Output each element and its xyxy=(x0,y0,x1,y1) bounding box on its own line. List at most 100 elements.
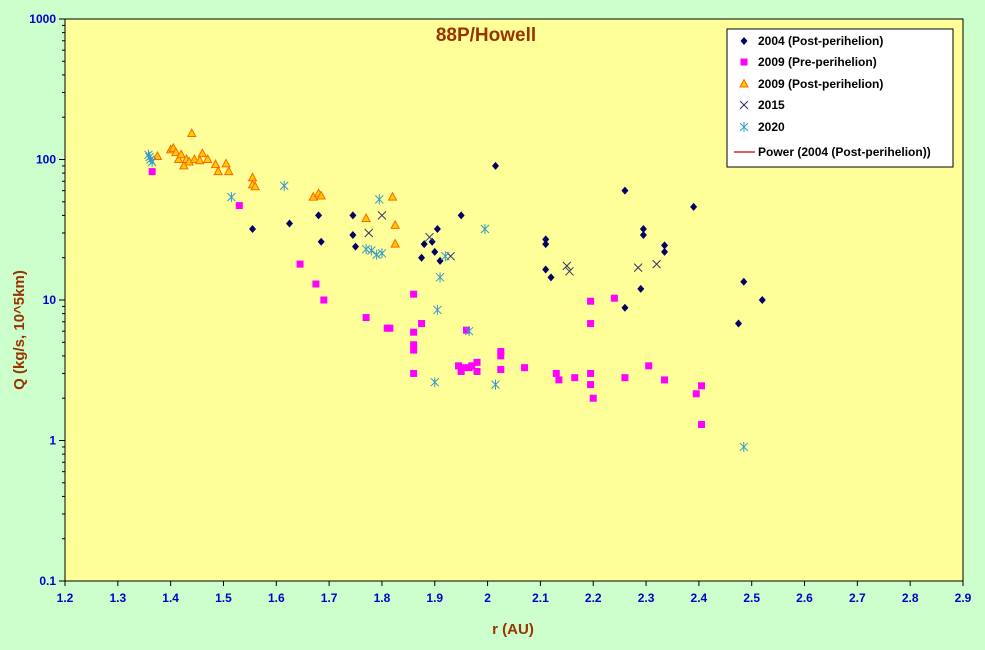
data-point-diamond xyxy=(621,303,629,312)
legend-marker-triangle xyxy=(739,78,749,88)
data-point-asterisk xyxy=(367,245,376,256)
data-point-asterisk xyxy=(372,249,382,260)
x-tick-label: 2 xyxy=(484,591,491,605)
data-point-square xyxy=(312,280,320,288)
legend-label: 2009 (Post-perihelion) xyxy=(758,77,883,91)
data-point-square xyxy=(621,374,629,382)
x-tick-label: 2.5 xyxy=(743,591,760,605)
data-point-triangle xyxy=(387,191,398,201)
data-point-square xyxy=(698,420,706,428)
data-point-asterisk xyxy=(464,326,474,337)
x-tick-label: 1.3 xyxy=(109,591,126,605)
x-axis-label: r (AU) xyxy=(492,621,534,638)
data-point-square xyxy=(410,346,418,354)
legend-item-2009-pre: 2009 (Pre-perihelion) xyxy=(740,55,877,69)
data-point-diamond xyxy=(317,237,325,246)
data-point-square xyxy=(457,367,465,375)
data-point-asterisk xyxy=(147,156,157,167)
data-point-diamond xyxy=(735,319,742,328)
x-tick-label: 1.6 xyxy=(268,591,285,605)
data-point-square xyxy=(497,347,505,355)
data-point-diamond xyxy=(349,211,357,220)
data-point-diamond xyxy=(249,225,257,234)
data-point-asterisk xyxy=(491,379,500,390)
legend-item-2009-post: 2009 (Post-perihelion) xyxy=(739,77,883,91)
data-point-triangle xyxy=(202,153,213,163)
legend-item-power-trendline: Power (2004 (Post-perihelion)) xyxy=(734,145,931,159)
x-tick-label: 2.2 xyxy=(585,591,602,605)
data-point-square xyxy=(148,168,156,176)
data-point-square xyxy=(692,390,700,398)
legend-marker-x xyxy=(739,100,749,110)
x-tick-label: 2.9 xyxy=(955,591,972,605)
legend-label: 2009 (Pre-perihelion) xyxy=(758,55,877,69)
data-point-square xyxy=(410,341,418,349)
data-point-square xyxy=(698,382,706,390)
data-point-square xyxy=(386,324,394,332)
data-point-triangle xyxy=(210,159,221,169)
data-point-diamond xyxy=(690,202,698,211)
data-point-diamond xyxy=(315,211,323,220)
legend-marker-square xyxy=(740,58,748,66)
data-point-asterisk xyxy=(227,192,236,203)
data-point-diamond xyxy=(661,241,669,250)
data-point-x xyxy=(562,261,572,271)
data-point-square xyxy=(610,294,618,302)
legend-marker-asterisk xyxy=(739,122,749,132)
data-point-square xyxy=(462,326,470,334)
x-tick-label: 2.3 xyxy=(638,591,655,605)
y-tick-label: 100 xyxy=(36,153,56,167)
y-axis: 0.1 1 10 100 1000 xyxy=(29,12,65,588)
data-point-diamond xyxy=(547,273,555,282)
data-point-triangle xyxy=(361,212,371,223)
y-tick-label: 1000 xyxy=(29,12,56,26)
x-tick-label: 2.6 xyxy=(796,591,813,605)
data-point-asterisk xyxy=(433,304,442,315)
data-point-square xyxy=(645,362,653,370)
data-point-square xyxy=(473,367,481,375)
data-point-square xyxy=(587,320,595,328)
data-point-x xyxy=(364,228,374,238)
data-point-square xyxy=(296,260,304,268)
x-axis: 1.2 1.3 1.4 1.5 1.6 1.7 1.8 1.9 2 2.1 2.2 2.3 2.4 2.5… xyxy=(57,581,972,605)
data-point-triangle xyxy=(197,148,208,158)
data-point-diamond xyxy=(349,231,357,240)
data-point-square xyxy=(410,290,418,298)
data-point-triangle xyxy=(186,127,197,138)
data-point-square xyxy=(587,381,595,389)
data-point-triangle xyxy=(390,238,400,248)
legend-marker-triangle xyxy=(739,78,749,88)
data-point-asterisk xyxy=(430,377,440,388)
y-tick-label: 1 xyxy=(49,434,56,448)
data-point-asterisk xyxy=(361,244,371,255)
legend-label: 2015 xyxy=(758,98,785,112)
x-tick-label: 1.5 xyxy=(215,591,232,605)
data-point-square xyxy=(552,369,560,377)
data-point-diamond xyxy=(542,240,550,249)
legend-marker-square xyxy=(740,58,748,66)
data-point-square xyxy=(589,394,597,402)
data-point-square xyxy=(468,362,476,370)
y-axis-label: Q (kg/s, 10^5km) xyxy=(11,270,28,390)
data-point-asterisk xyxy=(146,154,155,165)
data-point-asterisk xyxy=(279,180,289,191)
y-tick-label: 0.1 xyxy=(39,574,56,588)
x-tick-label: 2.1 xyxy=(532,591,549,605)
data-point-x xyxy=(652,259,661,269)
data-point-diamond xyxy=(286,219,293,228)
data-point-square xyxy=(587,369,595,377)
data-point-asterisk xyxy=(435,272,445,283)
data-point-diamond xyxy=(740,277,748,286)
legend-item-2004-post: 2004 (Post-perihelion) xyxy=(740,34,883,48)
data-point-square xyxy=(418,320,426,328)
data-point-triangle xyxy=(176,149,187,159)
data-point-asterisk xyxy=(480,224,490,235)
x-tick-label: 2.7 xyxy=(849,591,866,605)
data-point-triangle xyxy=(250,181,260,191)
legend-label: 2004 (Post-perihelion) xyxy=(758,34,883,48)
data-point-triangle xyxy=(189,153,200,163)
data-point-square xyxy=(410,328,418,336)
legend-item-2015: 2015 xyxy=(739,98,785,112)
data-point-diamond xyxy=(661,247,669,256)
data-point-diamond xyxy=(542,235,550,244)
